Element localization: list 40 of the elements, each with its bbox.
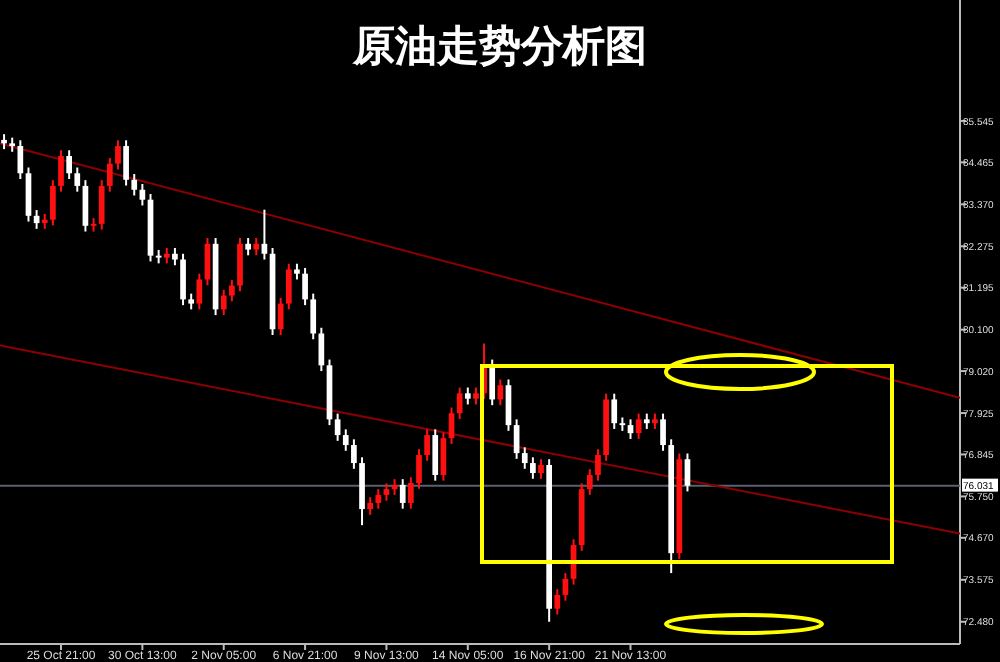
candlestick [285,262,292,311]
candlestick [611,392,618,430]
candlestick [180,252,186,307]
candlestick [302,266,308,307]
candlestick [521,446,528,470]
candlestick [554,588,561,616]
candlestick [131,173,138,197]
candlestick [237,237,243,293]
candlestick [229,278,235,303]
candlestick [375,488,382,510]
candlestick [538,458,544,480]
candlestick [351,438,357,470]
candlestick [342,428,349,452]
candlestick [98,179,105,231]
candlestick [58,149,64,193]
candlestick [220,288,227,317]
candlestick [660,412,666,452]
candlestick [595,448,601,482]
candlestick [310,292,317,341]
candlestick [277,296,284,337]
candlestick [416,448,422,490]
candlestick [399,478,406,510]
candlestick [66,149,72,181]
text: 原油走势分析图 [351,20,647,70]
candlestick [489,358,496,407]
candlestick [50,179,56,227]
candlestick [497,378,504,407]
candlestick [123,139,129,187]
candlestick [196,272,203,311]
candlestick [359,456,365,527]
candlestick [74,166,81,193]
candlestick [106,156,113,193]
candlestick [586,468,593,496]
candlestick [115,139,121,171]
candlestick [408,476,414,510]
candlestick [424,428,430,462]
candlestick [432,428,439,482]
candlestick [17,139,24,181]
candlestick [456,386,463,420]
candlestick [530,456,536,480]
